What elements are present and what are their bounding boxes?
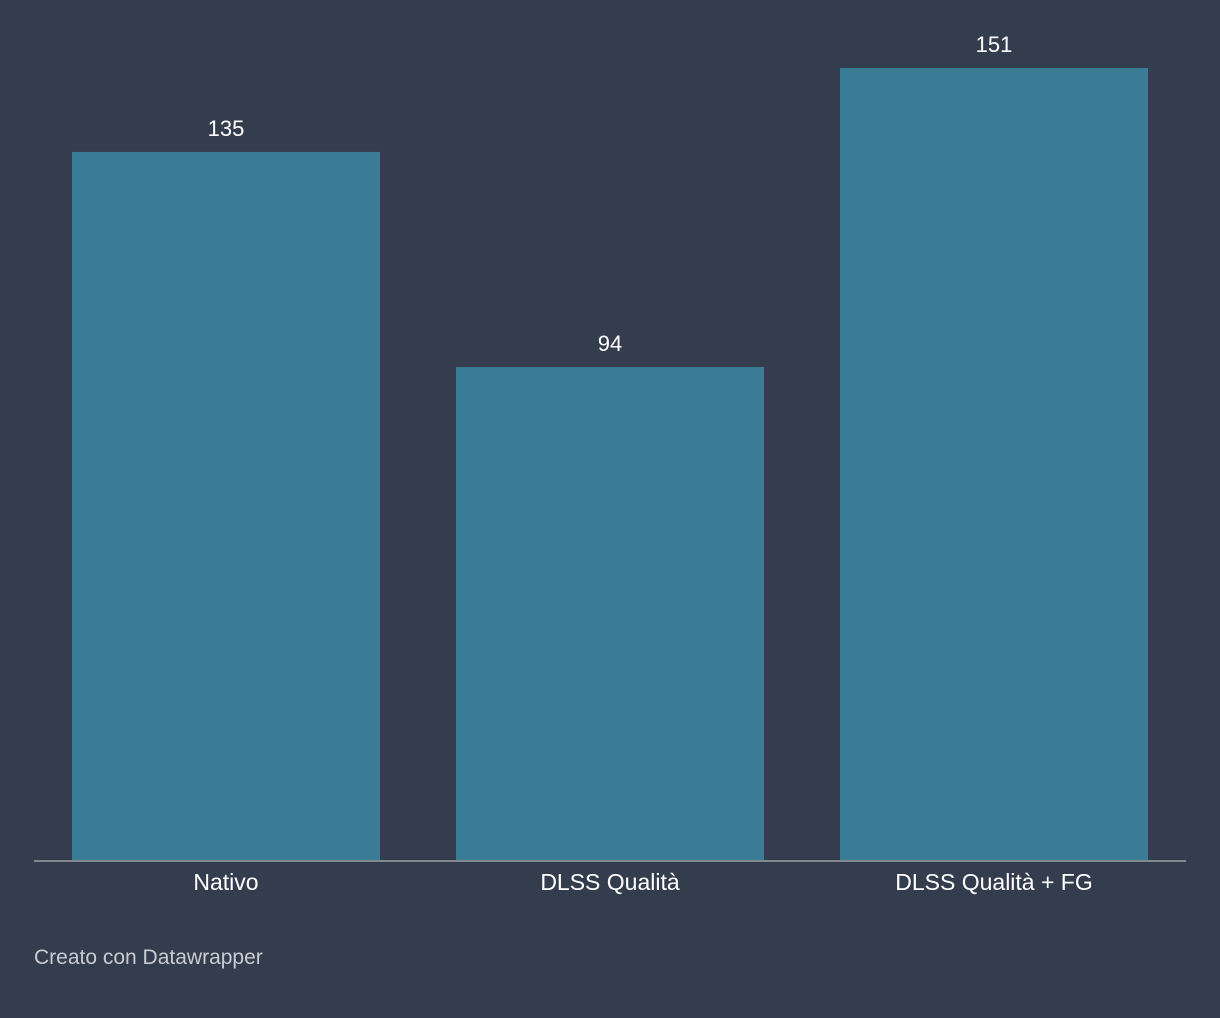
bar-2 — [840, 68, 1148, 860]
bars-layer — [72, 68, 1148, 860]
category-label-0: Nativo — [193, 869, 258, 895]
value-label-1: 94 — [598, 331, 622, 356]
category-label-2: DLSS Qualità + FG — [895, 869, 1093, 895]
value-label-0: 135 — [208, 116, 245, 141]
bar-1 — [456, 366, 764, 860]
labels-layer: 135 Nativo 94 DLSS Qualità 151 DLSS Qualità +… — [193, 32, 1092, 895]
bar-0 — [72, 151, 380, 860]
footer-credit: Creato con Datawrapper — [34, 946, 263, 969]
value-label-2: 151 — [976, 32, 1013, 57]
category-label-1: DLSS Qualità — [540, 869, 680, 895]
